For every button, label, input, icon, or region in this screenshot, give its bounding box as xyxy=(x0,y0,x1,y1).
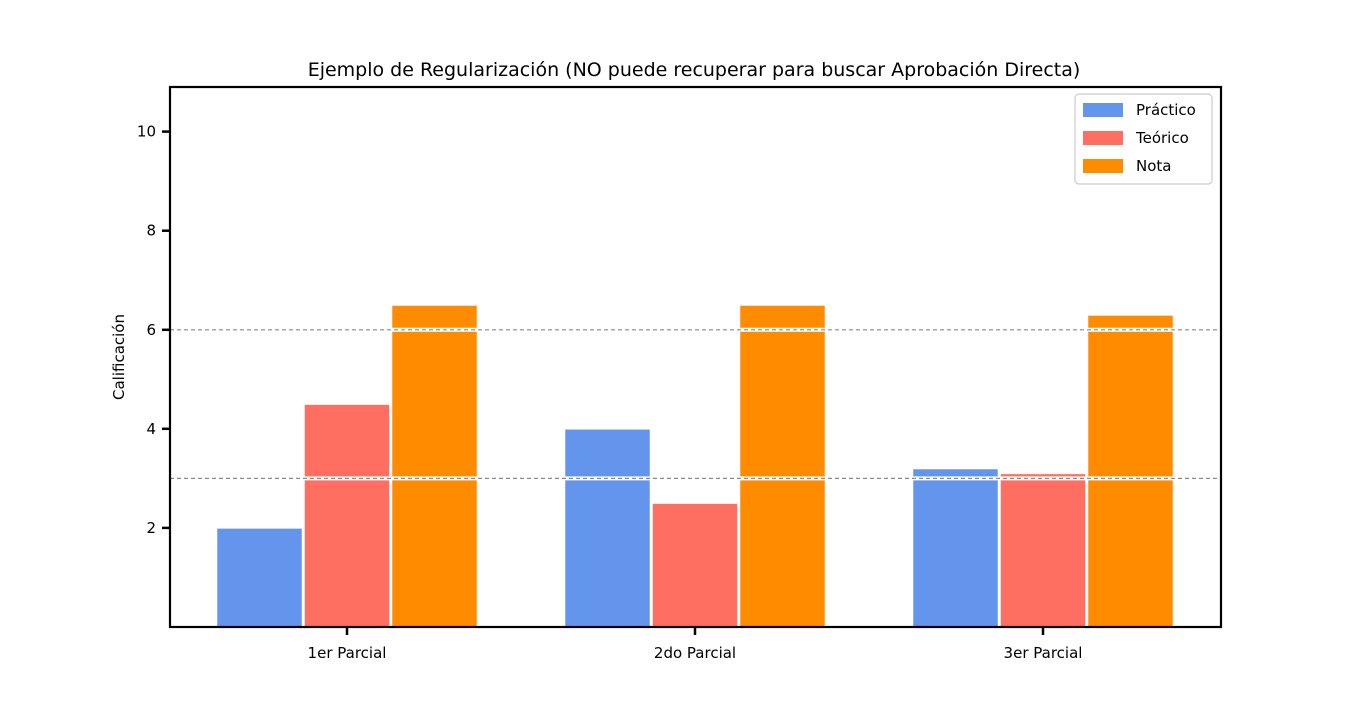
y-tick-label-10: 10 xyxy=(137,123,156,141)
y-tick-label-4: 4 xyxy=(146,420,156,438)
legend-label-teórico: Teórico xyxy=(1135,129,1189,147)
x-tick-label-2: 2do Parcial xyxy=(654,644,736,662)
x-tick-label-1: 1er Parcial xyxy=(308,644,387,662)
reference-lines-group xyxy=(170,327,1221,481)
bar-práctico-1 xyxy=(215,527,304,628)
legend-label-práctico: Práctico xyxy=(1136,101,1196,119)
bar-práctico-3 xyxy=(911,467,1000,628)
legend-swatch-nota xyxy=(1083,159,1123,173)
legend-swatch-práctico xyxy=(1083,103,1123,117)
x-tick-label-3: 3er Parcial xyxy=(1004,644,1083,662)
bar-práctico-2 xyxy=(563,428,652,628)
bar-teórico-3 xyxy=(999,472,1087,628)
bar-teórico-1 xyxy=(303,403,391,628)
legend: Práctico Teórico Nota xyxy=(1074,93,1213,185)
bar-nota-2 xyxy=(738,304,827,628)
chart-title: Ejemplo de Regularización (NO puede recu… xyxy=(308,59,1081,81)
y-axis-label: Calificación xyxy=(110,314,128,400)
bars-group xyxy=(215,304,1175,628)
bar-nota-3 xyxy=(1086,314,1175,628)
bar-teórico-2 xyxy=(651,502,739,628)
bar-nota-1 xyxy=(390,304,479,628)
y-tick-label-6: 6 xyxy=(146,321,156,339)
axes-group: 2 4 6 8 10 1er Parcial 2do Parcial 3er Parcial xyxy=(137,85,1223,662)
y-tick-label-2: 2 xyxy=(146,519,156,537)
legend-label-nota: Nota xyxy=(1136,157,1171,175)
legend-swatch-teórico xyxy=(1083,131,1123,145)
y-tick-label-8: 8 xyxy=(146,222,156,240)
